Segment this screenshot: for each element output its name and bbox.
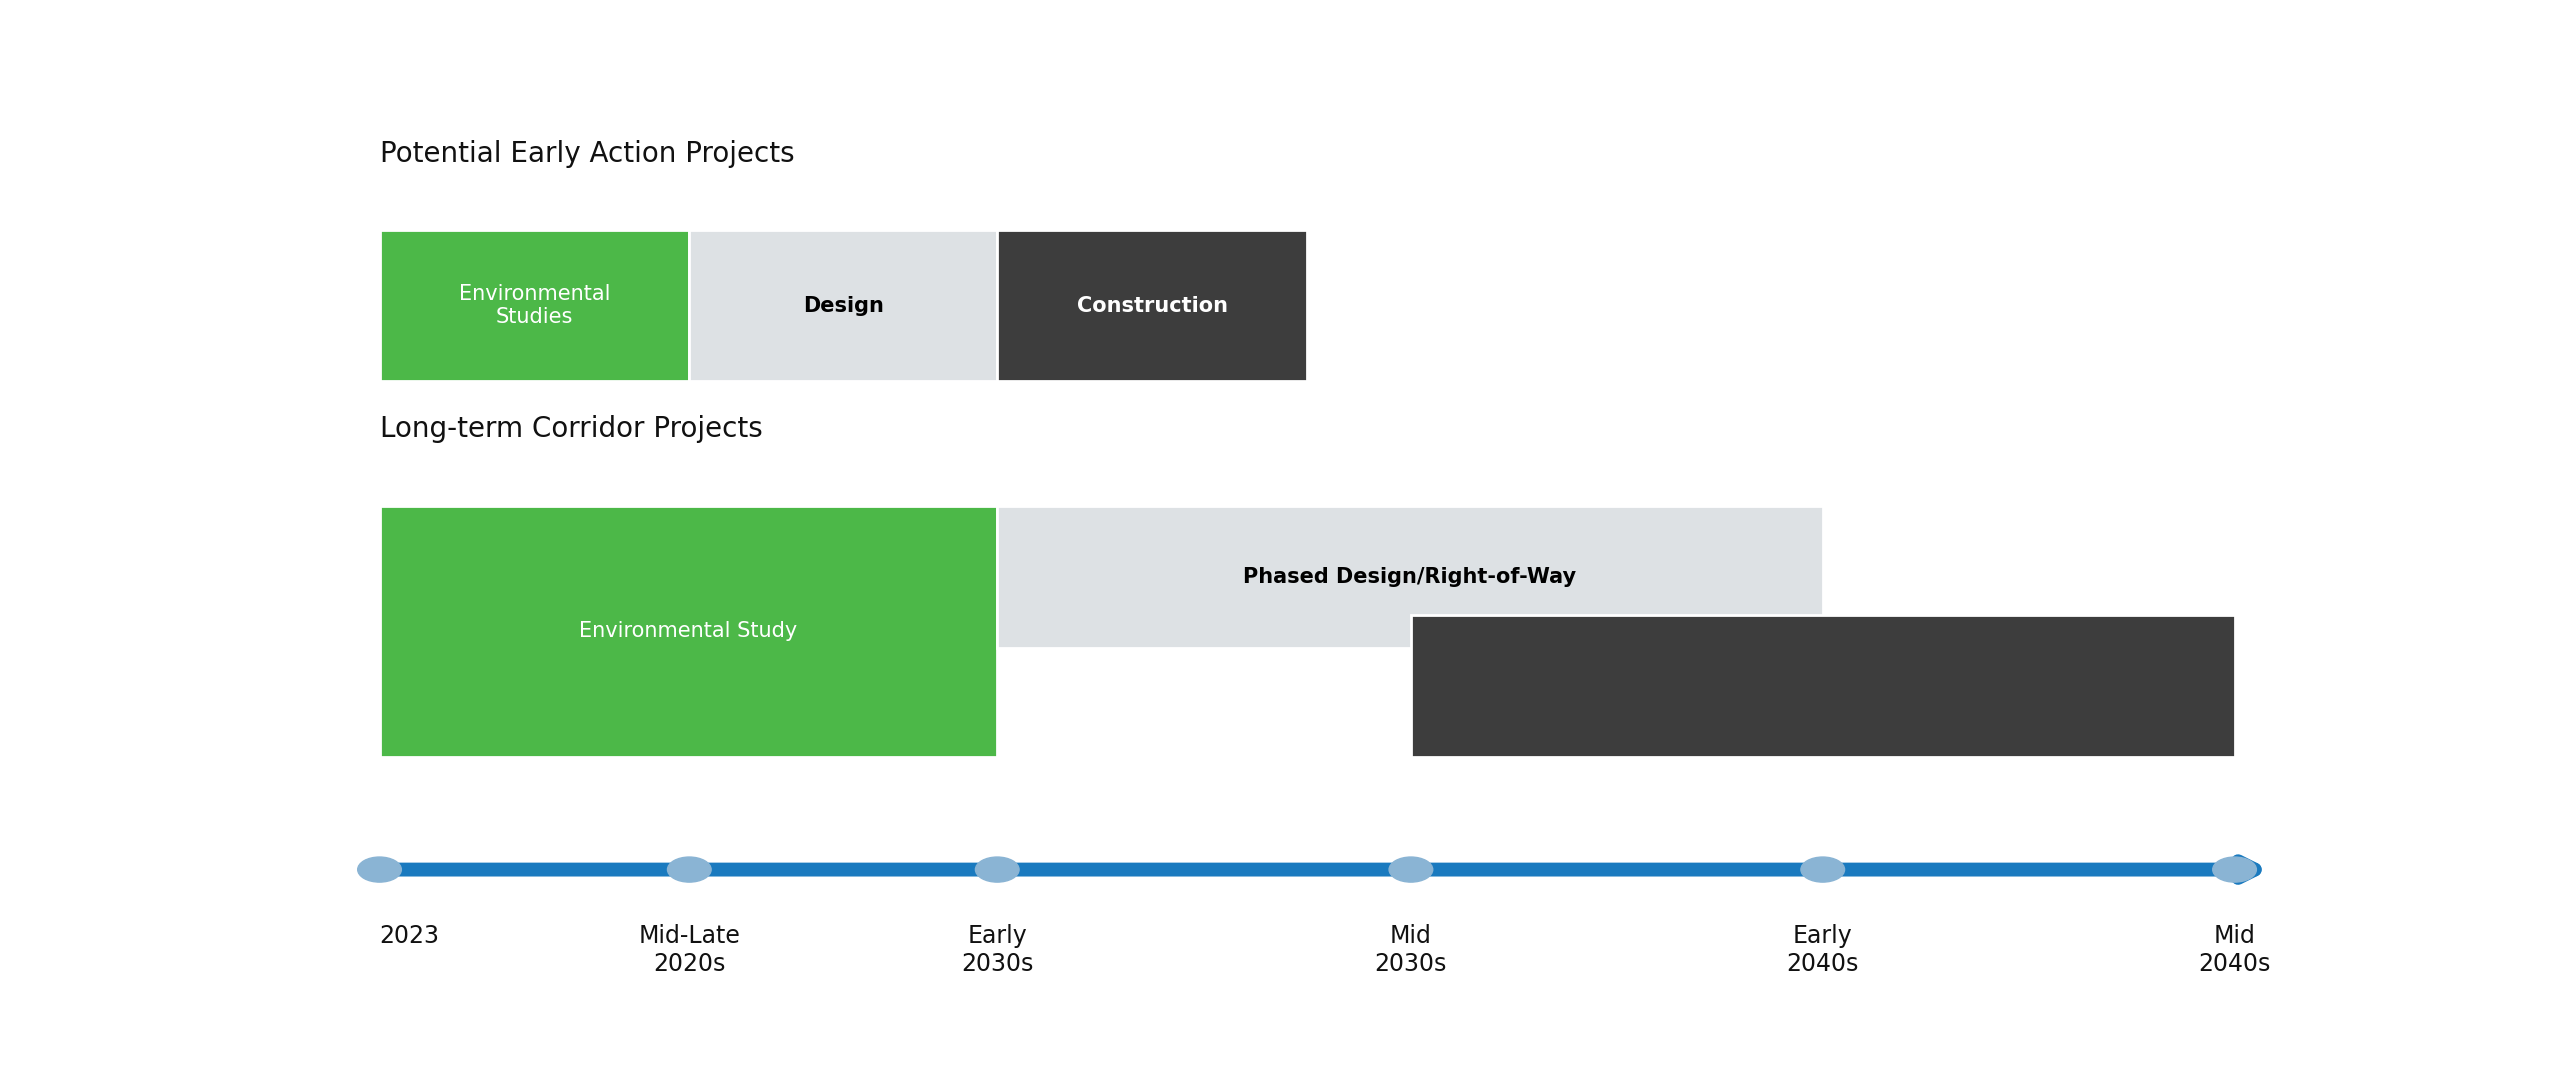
Bar bbox=[689, 230, 998, 381]
Text: Mid-Late
2020s: Mid-Late 2020s bbox=[637, 924, 740, 975]
Ellipse shape bbox=[668, 857, 712, 882]
Text: Mid
2030s: Mid 2030s bbox=[1375, 924, 1446, 975]
Text: Design: Design bbox=[804, 295, 883, 316]
Bar bbox=[379, 506, 998, 757]
Bar bbox=[998, 230, 1308, 381]
Bar bbox=[1411, 615, 2235, 757]
Text: Phased Construction: Phased Construction bbox=[1715, 676, 1930, 695]
Text: Early
2040s: Early 2040s bbox=[1787, 924, 1859, 975]
Text: Phased Design/Right-of-Way: Phased Design/Right-of-Way bbox=[1244, 567, 1577, 587]
Ellipse shape bbox=[1800, 857, 1846, 882]
Text: Construction: Construction bbox=[1078, 295, 1229, 316]
Bar bbox=[998, 506, 1823, 648]
Text: Potential Early Action Projects: Potential Early Action Projects bbox=[379, 140, 794, 168]
Bar bbox=[379, 230, 689, 381]
Ellipse shape bbox=[2212, 857, 2255, 882]
Ellipse shape bbox=[975, 857, 1019, 882]
Text: Long-term Corridor Projects: Long-term Corridor Projects bbox=[379, 416, 763, 444]
Text: Early
2030s: Early 2030s bbox=[960, 924, 1034, 975]
Text: Environmental Study: Environmental Study bbox=[579, 622, 799, 641]
Text: 2023: 2023 bbox=[379, 924, 440, 948]
Ellipse shape bbox=[358, 857, 402, 882]
Ellipse shape bbox=[1390, 857, 1434, 882]
Text: Environmental
Studies: Environmental Studies bbox=[458, 284, 609, 328]
Text: Mid
2040s: Mid 2040s bbox=[2199, 924, 2271, 975]
